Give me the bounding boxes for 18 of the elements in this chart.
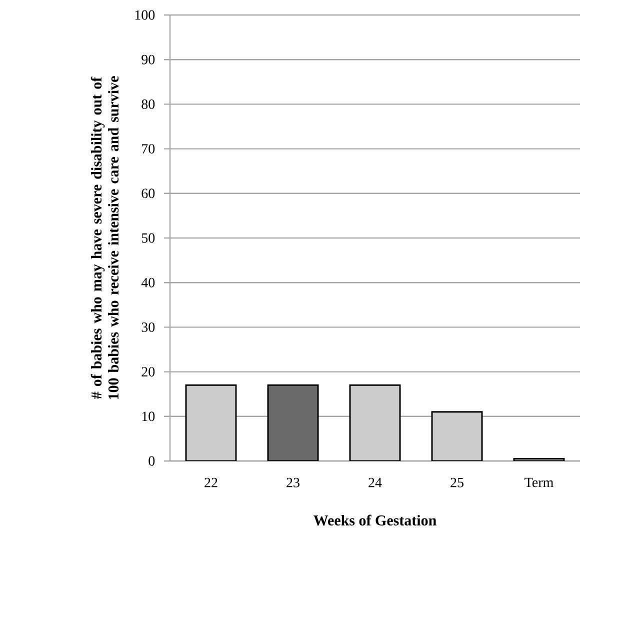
y-tick-label: 40 — [141, 278, 155, 288]
y-tick-label: 50 — [142, 233, 155, 243]
y-tick-label: 70 — [142, 144, 155, 154]
x-tick-label: Term — [524, 478, 554, 488]
y-axis-title: # of babies who may have severe disability out of 100 babies who receive intensive care and survive — [90, 76, 119, 399]
x-tick-label: 25 — [450, 478, 464, 488]
y-tick-label: 0 — [148, 456, 155, 466]
x-tick-label: 24 — [368, 478, 382, 488]
y-tick-label: 20 — [142, 367, 155, 377]
x-tick-label: 23 — [286, 478, 300, 488]
y-tick-label: 10 — [142, 412, 155, 422]
y-tick-label: 90 — [142, 54, 155, 64]
y-tick-label: 100 — [135, 10, 155, 20]
y-tick-label: 30 — [142, 322, 155, 332]
y-tick-label: 60 — [142, 188, 155, 198]
y-tick-label: 80 — [142, 99, 155, 109]
x-axis-title: Weeks of Gestation — [314, 514, 436, 526]
x-tick-label: 22 — [204, 478, 218, 488]
